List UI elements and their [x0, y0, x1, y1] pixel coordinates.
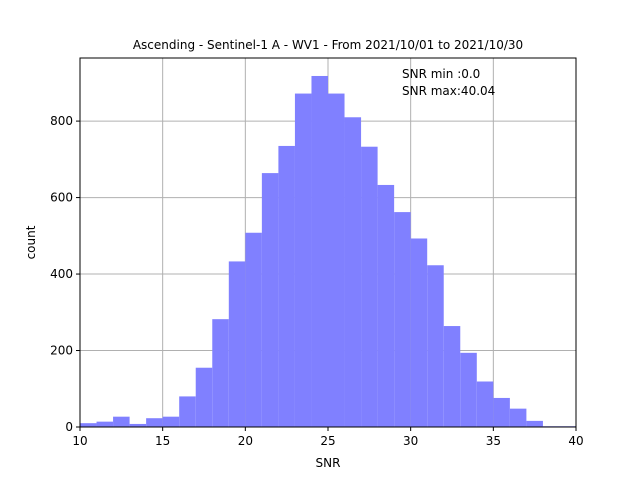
histogram-bar — [410, 238, 428, 427]
histogram-bar — [476, 381, 494, 427]
histogram-bar — [80, 423, 97, 427]
x-tick-label: 20 — [238, 434, 253, 448]
histogram-bar — [443, 326, 461, 427]
histogram-bar — [377, 184, 395, 427]
histogram-bar — [344, 117, 362, 427]
histogram-bar — [509, 408, 527, 427]
histogram-bars — [80, 75, 576, 428]
histogram-bar — [278, 145, 295, 427]
y-tick-label: 400 — [50, 267, 73, 281]
x-tick-label: 40 — [568, 434, 583, 448]
histogram-bar — [394, 212, 411, 427]
x-tick-label: 15 — [155, 434, 170, 448]
histogram-bar — [311, 75, 328, 428]
histogram-bar — [493, 397, 510, 427]
x-tick-label: 10 — [72, 434, 87, 448]
histogram-bar — [460, 352, 477, 427]
histogram-bar — [261, 173, 279, 427]
y-axis-label: count — [24, 225, 38, 259]
histogram-bar — [212, 319, 229, 427]
snr-min-annotation: SNR min :0.0 — [402, 67, 480, 81]
histogram-bar — [427, 265, 444, 427]
y-tick-label: 800 — [50, 114, 73, 128]
histogram-bar — [245, 232, 262, 427]
x-axis-label: SNR — [316, 456, 341, 470]
x-tick-label: 30 — [403, 434, 418, 448]
histogram-bar — [96, 421, 114, 427]
x-axis-ticks: 10 15 20 25 30 35 40 — [72, 427, 584, 448]
y-axis-ticks: 0 200 400 600 800 — [50, 114, 80, 434]
histogram-bar — [162, 416, 180, 427]
histogram-bar — [361, 146, 378, 427]
histogram-bar — [526, 420, 543, 427]
histogram-bar — [179, 396, 196, 427]
y-tick-label: 0 — [65, 420, 73, 434]
snr-max-annotation: SNR max:40.04 — [402, 84, 495, 98]
y-tick-label: 600 — [50, 191, 73, 205]
chart-title: Ascending - Sentinel-1 A - WV1 - From 20… — [133, 38, 523, 52]
histogram-bar — [294, 93, 312, 428]
histogram-bar — [129, 423, 147, 427]
y-tick-label: 200 — [50, 344, 73, 358]
histogram-bar — [328, 93, 345, 428]
x-tick-label: 35 — [486, 434, 501, 448]
histogram-bar — [113, 416, 130, 427]
histogram-bar — [146, 418, 163, 427]
histogram-bar — [228, 261, 246, 427]
x-tick-label: 25 — [320, 434, 335, 448]
histogram-bar — [195, 367, 213, 427]
